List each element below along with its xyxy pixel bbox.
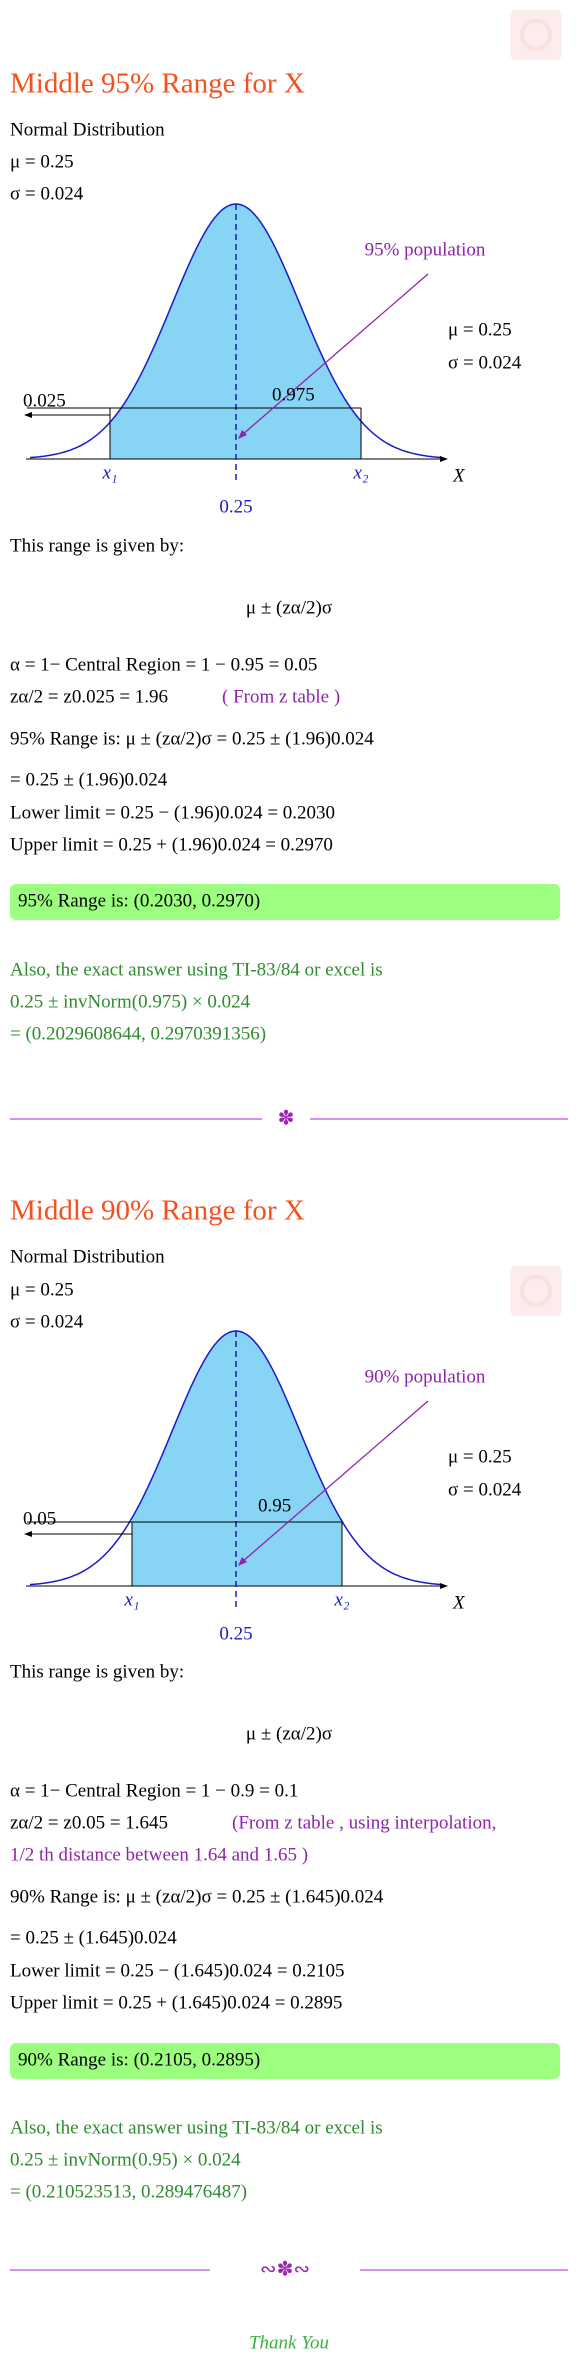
footer: Thank You: [249, 2332, 329, 2353]
logo: [510, 1266, 562, 1316]
section-title: Middle 95% Range for X: [10, 68, 305, 100]
upper-limit: Upper limit = 0.25 + (1.645)0.024 = 0.28…: [10, 1992, 342, 2013]
mu-label: μ = 0.25: [448, 319, 512, 340]
population-arrow-head: [238, 1557, 247, 1566]
distribution-line: Normal Distribution: [10, 1246, 165, 1267]
divider: ✽: [10, 1108, 568, 1130]
x1-label: x₁: [101, 462, 117, 483]
distribution-line: σ = 0.024: [10, 183, 84, 204]
sigma-label: σ = 0.024: [448, 352, 522, 373]
intro: This range is given by:: [10, 535, 184, 556]
divider: ∾✽∾: [10, 2259, 568, 2281]
center-area-label: 0.975: [272, 384, 315, 405]
population-label: 95% population: [365, 239, 486, 260]
exact-line: Also, the exact answer using TI-83/84 or…: [10, 2117, 383, 2138]
distribution-line: μ = 0.25: [10, 1279, 74, 1300]
tail-arrow-head: [24, 1531, 32, 1537]
range-line: 95% Range is: μ ± (zα/2)σ = 0.25 ± (1.96…: [10, 728, 374, 749]
tail-label: 0.05: [23, 1508, 56, 1529]
exact-line: = (0.2029608644, 0.2970391356): [10, 1023, 266, 1044]
exact-line: = (0.210523513, 0.289476487): [10, 2181, 247, 2202]
distribution-line: μ = 0.25: [10, 151, 74, 172]
result: 95% Range is: (0.2030, 0.2970): [18, 890, 260, 911]
axis-arrow: [440, 1583, 448, 1589]
x1-label: x₁: [123, 1589, 139, 1610]
formula: μ ± (zα/2)σ: [246, 1723, 332, 1744]
population-arrow-head: [238, 430, 247, 439]
eq-line: = 0.25 ± (1.645)0.024: [10, 1927, 177, 1948]
upper-limit: Upper limit = 0.25 + (1.96)0.024 = 0.297…: [10, 834, 333, 855]
mean-label: 0.25: [219, 1623, 252, 1644]
logo: [510, 10, 562, 60]
lower-limit: Lower limit = 0.25 − (1.96)0.024 = 0.203…: [10, 802, 335, 823]
mean-label: 0.25: [219, 496, 252, 517]
svg-text:∾✽∾: ∾✽∾: [260, 2259, 310, 2281]
axis-arrow: [440, 456, 448, 462]
exact-line: 0.25 ± invNorm(0.975) × 0.024: [10, 991, 251, 1012]
tail-arrow-head: [24, 412, 32, 418]
population-label: 90% population: [365, 1366, 486, 1387]
center-area-label: 0.95: [258, 1495, 291, 1516]
alpha-line: α = 1− Central Region = 1 − 0.9 = 0.1: [10, 1780, 298, 1801]
result-box: [10, 884, 560, 920]
distribution-line: σ = 0.024: [10, 1311, 84, 1332]
result-box: [10, 2043, 560, 2079]
tail-label: 0.025: [23, 390, 66, 411]
z-note: (From z table , using interpolation,: [232, 1812, 496, 1833]
shaded-area: [110, 204, 361, 459]
shaded-area: [132, 1331, 342, 1586]
x2-label: x₂: [352, 462, 368, 483]
section-title: Middle 90% Range for X: [10, 1195, 305, 1227]
lower-limit: Lower limit = 0.25 − (1.645)0.024 = 0.21…: [10, 1960, 345, 1981]
x2-label: x₂: [333, 1589, 349, 1610]
exact-line: 0.25 ± invNorm(0.95) × 0.024: [10, 2149, 241, 2170]
mu-label: μ = 0.25: [448, 1446, 512, 1467]
axis-label: X: [452, 465, 466, 486]
intro: This range is given by:: [10, 1661, 184, 1682]
result: 90% Range is: (0.2105, 0.2895): [18, 2049, 260, 2070]
sigma-label: σ = 0.024: [448, 1479, 522, 1500]
svg-text:✽: ✽: [278, 1108, 295, 1130]
exact-line: Also, the exact answer using TI-83/84 or…: [10, 959, 383, 980]
eq-line: = 0.25 ± (1.96)0.024: [10, 769, 168, 790]
distribution-line: Normal Distribution: [10, 119, 165, 140]
z-note: ( From z table ): [222, 686, 340, 707]
population-arrow: [241, 273, 429, 436]
range-line: 90% Range is: μ ± (zα/2)σ = 0.25 ± (1.64…: [10, 1886, 384, 1907]
z-line: zα/2 = z0.025 = 1.96: [10, 686, 168, 707]
formula: μ ± (zα/2)σ: [246, 597, 332, 618]
axis-label: X: [452, 1592, 466, 1613]
z-note: 1/2 th distance between 1.64 and 1.65 ): [10, 1844, 308, 1865]
population-arrow: [241, 1400, 429, 1563]
alpha-line: α = 1− Central Region = 1 − 0.95 = 0.05: [10, 654, 317, 675]
z-line: zα/2 = z0.05 = 1.645: [10, 1812, 168, 1833]
